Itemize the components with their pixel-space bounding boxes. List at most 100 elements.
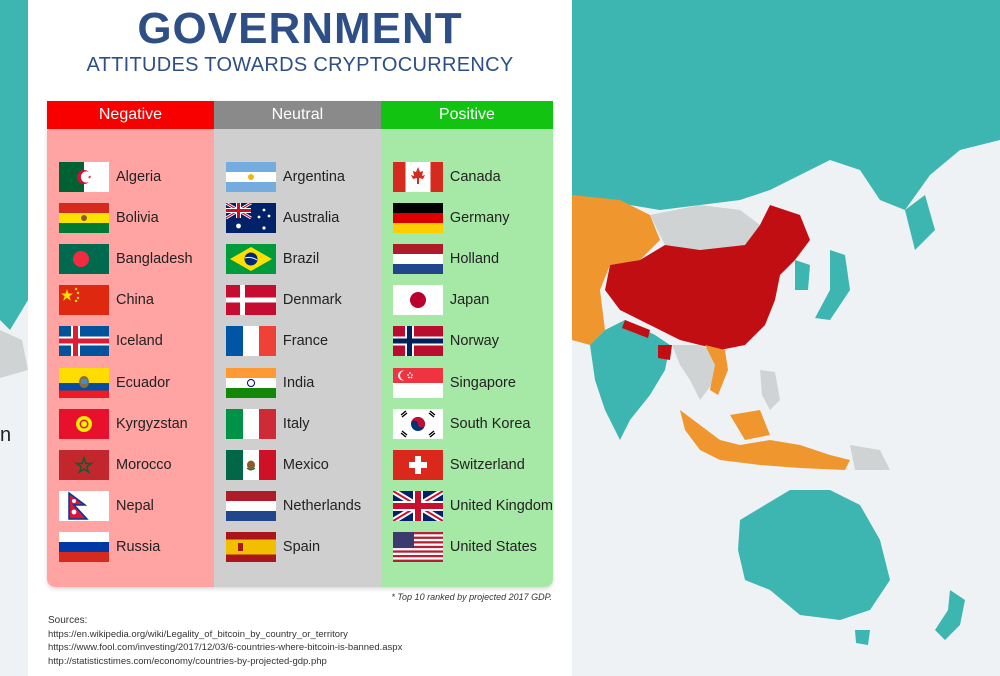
map-australia <box>738 490 890 620</box>
country-row: Germany <box>381 197 553 238</box>
country-name: China <box>116 292 154 309</box>
country-name: Switzerland <box>449 456 525 473</box>
country-row: Holland <box>381 238 553 279</box>
brazil-flag-icon <box>225 243 276 274</box>
country-row: Morocco <box>47 444 214 485</box>
bangladesh-flag-icon <box>59 243 109 274</box>
column-negative: Negative Algeria Bolivia Bangladesh China Ic… <box>47 101 214 587</box>
country-row: South Korea <box>381 403 553 444</box>
country-row: Brazil <box>214 238 381 279</box>
iceland-flag-icon <box>59 326 109 357</box>
country-name: Japan <box>449 292 490 309</box>
map-kamchatka <box>905 195 935 250</box>
switzerland-flag-icon <box>392 449 443 480</box>
india-flag-icon <box>225 367 276 398</box>
country-name: Mexico <box>282 456 329 473</box>
country-name: Spain <box>282 539 321 556</box>
ecuador-flag-icon <box>59 367 109 398</box>
canada-flag-icon <box>392 161 443 192</box>
map-tasmania <box>855 630 870 645</box>
source-link[interactable]: https://en.wikipedia.org/wiki/Legality_o… <box>48 628 348 640</box>
map-central-asia <box>572 195 660 345</box>
country-row: Kyrgyzstan <box>47 403 214 444</box>
uk-flag-icon <box>392 491 443 522</box>
map-vietnam <box>705 345 728 395</box>
map-png <box>850 445 890 470</box>
country-name: Algeria <box>116 168 162 185</box>
country-row: Argentina <box>214 156 381 197</box>
italy-flag-icon <box>225 408 276 439</box>
country-row: Canada <box>381 156 553 197</box>
country-row: Denmark <box>214 280 381 321</box>
germany-flag-icon <box>392 202 443 233</box>
country-row: Italy <box>214 403 381 444</box>
map-new-zealand <box>935 590 965 640</box>
country-name: Iceland <box>116 333 163 350</box>
country-name: France <box>282 333 329 350</box>
country-name: Norway <box>449 333 499 350</box>
infographic-panel: GOVERNMENT ATTITUDES TOWARDS CRYPTOCURRE… <box>28 0 572 676</box>
country-name: Denmark <box>282 292 342 309</box>
map-sea-gray <box>672 345 720 400</box>
china-flag-icon <box>59 285 109 316</box>
country-name: South Korea <box>449 415 531 432</box>
country-name: Holland <box>449 250 500 267</box>
russia-flag-icon <box>59 532 109 563</box>
footnote: * Top 10 ranked by projected 2017 GDP. <box>391 592 552 602</box>
japan-flag-icon <box>392 285 443 316</box>
map-china <box>605 205 810 350</box>
map-indonesia <box>680 410 850 470</box>
map-bangladesh <box>658 345 672 360</box>
country-row: Iceland <box>47 321 214 362</box>
country-row: Netherlands <box>214 486 381 527</box>
column-header-positive: Positive <box>380 101 553 129</box>
holland-flag-icon <box>392 243 443 274</box>
country-name: Nepal <box>116 498 154 515</box>
country-row: Japan <box>381 280 553 321</box>
country-name: Argentina <box>282 168 345 185</box>
map-americas-gray <box>0 330 28 378</box>
left-edge-text: n <box>0 424 12 446</box>
country-row: United Kingdom <box>381 486 553 527</box>
country-row: Singapore <box>381 362 553 403</box>
south-korea-flag-icon <box>392 408 443 439</box>
netherlands-flag-icon <box>225 491 276 522</box>
morocco-flag-icon <box>59 449 109 480</box>
country-row: Switzerland <box>381 444 553 485</box>
argentina-flag-icon <box>225 161 276 192</box>
attitudes-table: Negative Algeria Bolivia Bangladesh China Ic… <box>47 101 553 587</box>
map-russia <box>572 0 1000 210</box>
country-row: Russia <box>47 527 214 568</box>
map-nepal <box>622 320 650 338</box>
map-borneo <box>730 410 770 440</box>
country-row: Spain <box>214 527 381 568</box>
kyrgyzstan-flag-icon <box>59 408 109 439</box>
source-link[interactable]: http://statisticstimes.com/economy/count… <box>48 655 327 667</box>
column-positive: Positive Canada Germany Holland Japan Norway… <box>380 101 553 587</box>
country-name: Netherlands <box>282 498 362 515</box>
country-name: Canada <box>449 168 501 185</box>
nepal-flag-icon <box>59 491 109 522</box>
source-link[interactable]: https://www.fool.com/investing/2017/12/0… <box>48 642 403 653</box>
column-header-negative: Negative <box>47 101 214 129</box>
country-row: Bolivia <box>47 197 214 238</box>
map-philippines <box>760 370 780 410</box>
country-row: United States <box>381 527 553 568</box>
map-korea <box>795 260 810 290</box>
country-row: Australia <box>214 197 381 238</box>
country-name: Germany <box>449 209 510 226</box>
map-japan <box>815 250 850 320</box>
country-name: Bolivia <box>116 209 159 226</box>
map-mongolia <box>650 205 760 250</box>
country-row: Bangladesh <box>47 238 214 279</box>
country-name: Bangladesh <box>116 250 193 267</box>
singapore-flag-icon <box>392 367 443 398</box>
australia-flag-icon <box>225 202 276 233</box>
country-name: United Kingdom <box>449 498 553 515</box>
country-name: Ecuador <box>116 374 171 391</box>
france-flag-icon <box>225 326 276 357</box>
country-name: Morocco <box>116 456 172 473</box>
page-subtitle: ATTITUDES TOWARDS CRYPTOCURRENCY <box>86 54 514 76</box>
country-name: Italy <box>282 415 310 432</box>
bolivia-flag-icon <box>59 202 109 233</box>
